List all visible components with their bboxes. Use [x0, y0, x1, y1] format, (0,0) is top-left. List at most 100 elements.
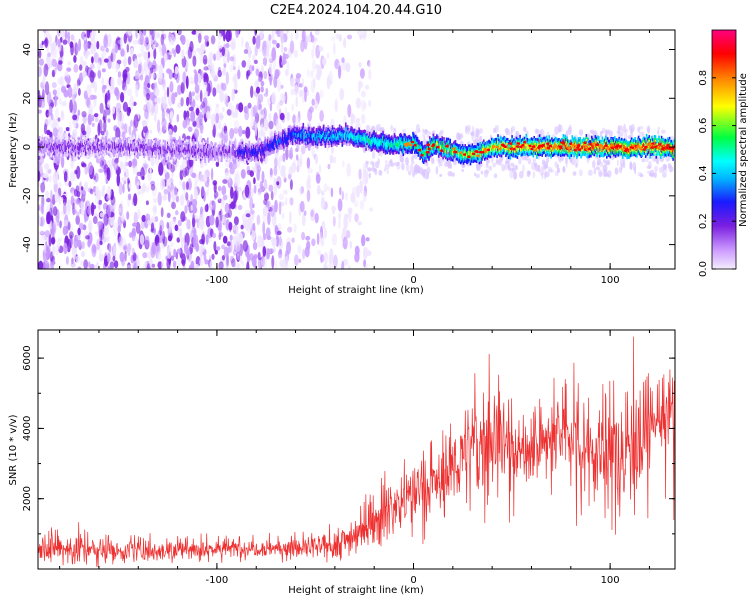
- spectrogram-noise-blob: [493, 173, 498, 179]
- spectrogram-noise-blob: [218, 188, 221, 201]
- spectrogram-noise-blob: [228, 161, 233, 169]
- spectrogram-noise-blob: [424, 129, 428, 136]
- spectrogram-noise-blob: [257, 76, 262, 83]
- spectrogram-ridge-cell: [361, 136, 364, 141]
- spectrogram-noise-blob: [42, 173, 49, 179]
- spectrogram-ridge-cell: [197, 149, 199, 154]
- spectrogram-ridge-cell: [418, 146, 420, 151]
- spectrogram-ridge-cell: [316, 138, 319, 142]
- spectrogram-noise-blob: [298, 186, 304, 196]
- spectrogram-noise-blob: [51, 82, 57, 89]
- spectrogram-noise-blob: [126, 71, 131, 85]
- spectrogram-noise-blob: [354, 213, 359, 223]
- spectrogram-noise-blob: [82, 193, 85, 199]
- spectrogram-noise-blob: [270, 205, 275, 217]
- spectrogram-noise-blob: [55, 107, 59, 120]
- spectrogram-ridge-cell: [134, 147, 136, 151]
- spectrogram-noise-blob: [364, 247, 369, 258]
- spectrogram-noise-blob: [225, 172, 229, 177]
- spectrogram-ridge-cell: [299, 133, 302, 138]
- spectrogram-noise-blob: [413, 153, 418, 160]
- spectrogram-noise-blob: [285, 197, 288, 206]
- spectrogram-ridge-cell: [460, 153, 462, 158]
- spectrogram-noise-blob: [139, 74, 144, 81]
- spectrogram-noise-blob: [180, 97, 184, 107]
- spectrogram-noise-blob: [253, 104, 258, 118]
- spectrogram-ridge-cell: [460, 152, 463, 157]
- spectrogram-noise-blob: [180, 35, 186, 46]
- spectrogram-ridge-cell: [261, 147, 264, 152]
- spectrogram-noise-blob: [342, 226, 347, 237]
- spectrogram-noise-blob: [225, 258, 230, 269]
- spectrogram-ridge-cell: [351, 133, 353, 138]
- spectrogram-noise-blob: [186, 96, 190, 107]
- spectrogram-ridge-cell: [345, 129, 347, 133]
- spectrogram-ridge-cell: [445, 148, 447, 153]
- spectrogram-ridge-cell: [274, 137, 276, 141]
- spectrogram-noise-blob: [541, 172, 544, 180]
- spectrogram-noise-blob: [143, 30, 147, 36]
- spectrogram-noise-blob: [240, 169, 246, 179]
- spectrogram-noise-blob: [86, 84, 92, 96]
- spectrogram-ridge-cell: [72, 145, 75, 150]
- spectrogram-noise-blob: [203, 35, 209, 41]
- spectrogram-noise-blob: [84, 53, 89, 60]
- spectrogram-noise-blob: [558, 124, 563, 133]
- spectrogram-noise-blob: [199, 239, 205, 245]
- spectrogram-noise-blob: [40, 182, 46, 193]
- spectrogram-ridge-cell: [223, 148, 226, 153]
- spectrogram-noise-blob: [357, 221, 362, 226]
- spectrogram-noise-blob: [343, 37, 347, 49]
- spectrogram-noise-blob: [150, 184, 156, 191]
- spectrogram-noise-blob: [189, 243, 193, 255]
- spectrogram-noise-blob: [204, 91, 207, 98]
- spectrogram-noise-blob: [281, 93, 286, 103]
- spectrogram-noise-blob: [310, 209, 314, 217]
- spectrogram-ridge-cell: [526, 144, 528, 149]
- spectrogram-noise-blob: [198, 111, 203, 124]
- spectrogram-noise-blob: [124, 56, 127, 67]
- spectrogram-noise-blob: [252, 241, 258, 251]
- spectrogram-noise-blob: [99, 155, 103, 168]
- spectrogram-ridge-cell: [306, 134, 308, 138]
- spectrogram-noise-blob: [195, 47, 201, 53]
- spectrogram-noise-blob: [199, 258, 204, 266]
- spectrogram-ridge-cell: [50, 146, 52, 151]
- spectrogram-ridge-cell: [214, 150, 217, 155]
- spectrogram-noise-blob: [384, 163, 390, 170]
- spectrogram-noise-blob: [501, 164, 506, 172]
- spectrogram-noise-blob: [162, 57, 165, 69]
- spectrogram-ridge-cell: [188, 145, 190, 150]
- spectrogram-noise-blob: [282, 152, 286, 162]
- spectrogram-noise-blob: [54, 191, 59, 203]
- spectrogram-noise-blob: [326, 52, 330, 59]
- spectrogram-noise-blob: [78, 88, 81, 96]
- spectrogram-noise-blob: [154, 87, 160, 97]
- spectrogram-ridge-cell: [340, 132, 343, 137]
- spectrogram-noise-blob: [38, 109, 42, 114]
- spectrogram-noise-blob: [149, 32, 155, 45]
- spectrogram-noise-blob: [255, 182, 260, 188]
- spectrogram-ridge-cell: [195, 150, 198, 155]
- spectrogram-noise-blob: [137, 190, 142, 196]
- spectrogram-noise-blob: [79, 64, 83, 71]
- spectrogram-noise-blob: [256, 165, 262, 173]
- spectrogram-noise-blob: [129, 232, 132, 238]
- spectrogram-noise-blob: [73, 63, 79, 73]
- spectrogram-noise-blob: [411, 155, 414, 163]
- spectrogram-noise-blob: [278, 248, 283, 255]
- spectrogram-noise-blob: [488, 165, 493, 171]
- spectrogram-noise-blob: [297, 244, 302, 254]
- spectrogram-noise-blob: [244, 209, 250, 215]
- spectrogram-noise-blob: [175, 188, 178, 196]
- spectrogram-noise-blob: [659, 166, 664, 174]
- spectrogram-noise-blob: [221, 46, 225, 57]
- spectrogram-noise-blob: [258, 103, 262, 111]
- spectrogram-noise-blob: [306, 240, 311, 251]
- spectrogram-noise-blob: [218, 112, 224, 121]
- spectrogram-ridge-cell: [302, 129, 305, 134]
- spectrogram-ridge-cell: [155, 147, 158, 151]
- spectrogram-ridge-cell: [236, 151, 238, 156]
- spectrogram-noise-blob: [45, 190, 50, 199]
- spectrogram-ridge-cell: [471, 150, 474, 154]
